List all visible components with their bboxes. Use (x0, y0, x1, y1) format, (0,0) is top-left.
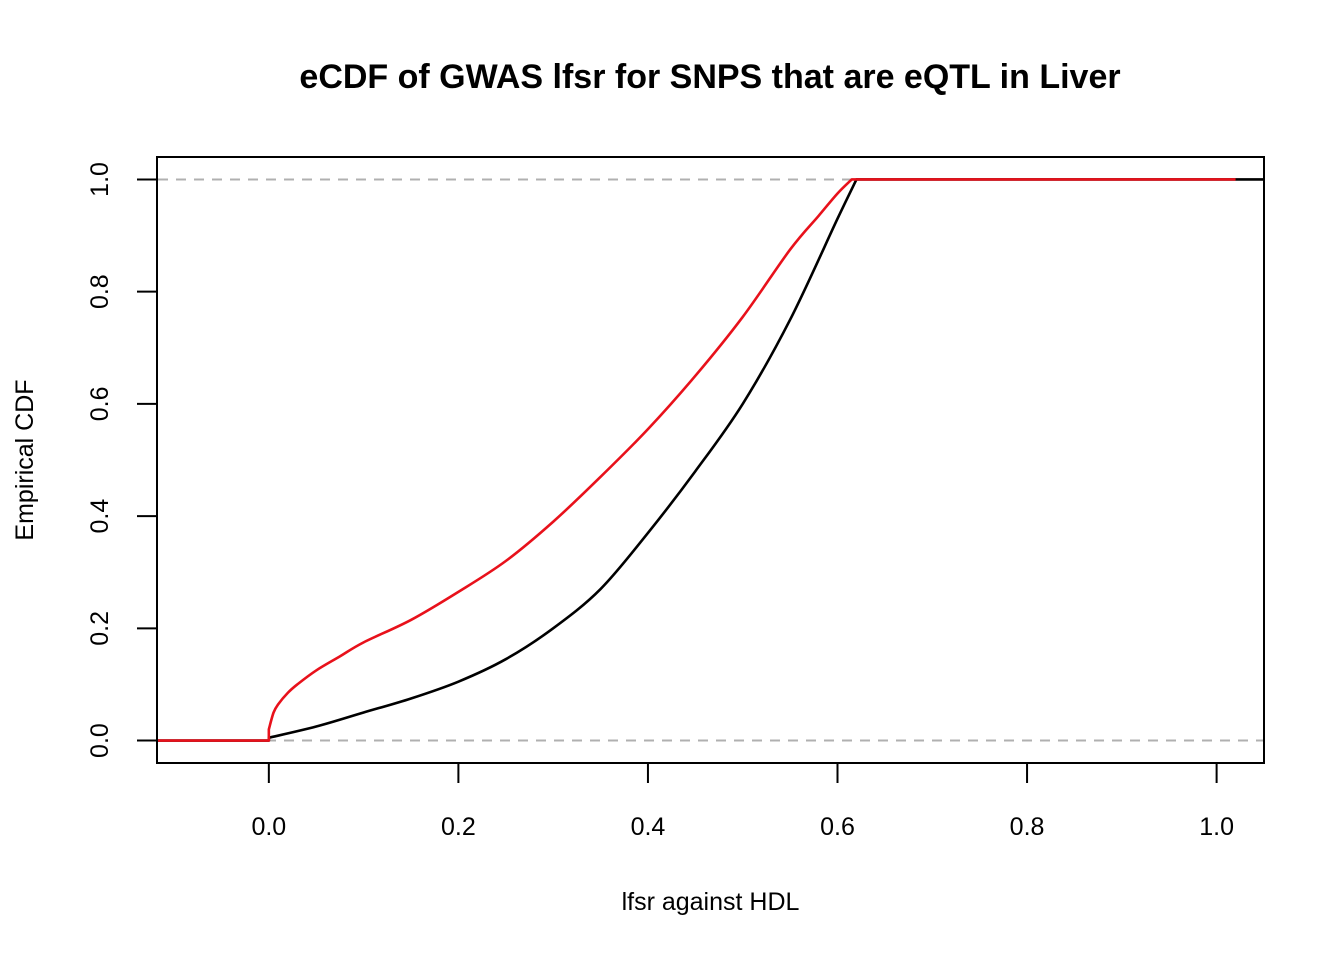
y-tick-label: 0.0 (86, 723, 114, 758)
ecdf-series-line-1 (157, 178, 1264, 742)
y-tick-label: 0.4 (86, 499, 114, 534)
ecdf-series-line-2 (157, 178, 1236, 742)
plot-frame (156, 156, 1265, 764)
y-axis-title: Empirical CDF (11, 379, 39, 540)
x-tick-label: 1.0 (1199, 813, 1234, 841)
x-axis: 0.0 0.2 0.4 0.6 0.8 1.0 (251, 762, 1234, 841)
series-layer (157, 178, 1264, 742)
y-tick-label: 1.0 (86, 162, 114, 197)
reference-lines (158, 178, 1263, 742)
y-tick-label: 0.8 (86, 274, 114, 309)
x-tick-label: 0.2 (441, 813, 476, 841)
chart-title: eCDF of GWAS lfsr for SNPS that are eQTL… (299, 58, 1121, 96)
x-axis-title: lfsr against HDL (622, 888, 800, 916)
x-tick-label: 0.8 (1010, 813, 1045, 841)
y-tick-label: 0.2 (86, 611, 114, 646)
y-axis: 0.0 0.2 0.4 0.6 0.8 1.0 (86, 162, 158, 758)
x-tick-label: 0.6 (820, 813, 855, 841)
x-tick-label: 0.4 (631, 813, 666, 841)
x-tick-label: 0.0 (251, 813, 286, 841)
y-tick-label: 0.6 (86, 387, 114, 422)
